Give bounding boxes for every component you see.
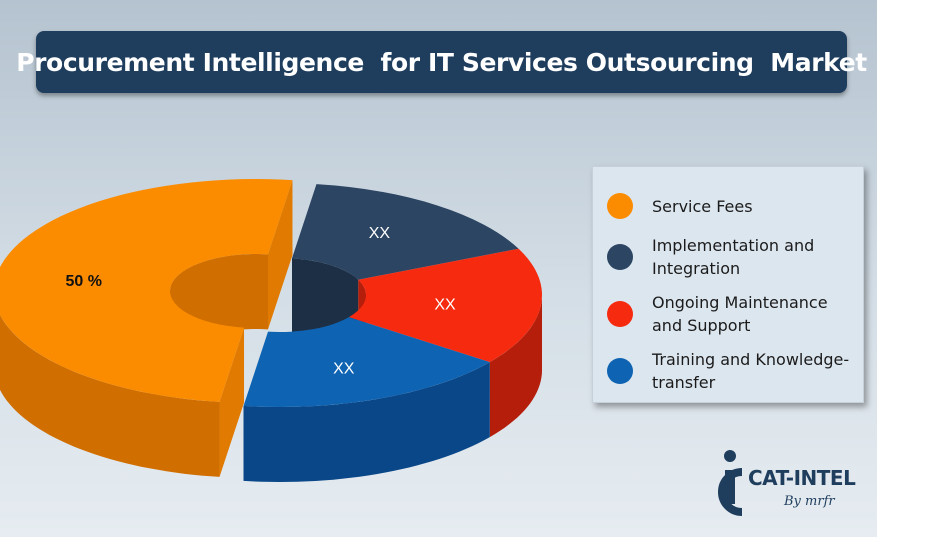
legend-label: Training and Knowledge-transfer bbox=[652, 350, 850, 392]
legend-item-training: Training and Knowledge-transfer bbox=[607, 348, 857, 394]
legend-item-service-fees: Service Fees bbox=[607, 193, 857, 219]
logo-tagline: By mrfr bbox=[784, 494, 835, 509]
legend-item-maintenance: Ongoing Maintenance and Support bbox=[607, 291, 857, 337]
legend-label: Ongoing Maintenance and Support bbox=[652, 293, 828, 335]
logo-name: CAT-INTEL bbox=[748, 466, 856, 490]
outer-wall-training bbox=[243, 362, 490, 482]
data-label-maintenance: XX bbox=[434, 297, 456, 314]
legend-marker-implementation bbox=[607, 244, 633, 270]
slice-implementation bbox=[291, 184, 519, 280]
cut-face-1 bbox=[267, 180, 293, 330]
legend-marker-training bbox=[607, 358, 633, 384]
title-bar: Procurement Intelligence for IT Services… bbox=[16, 31, 867, 93]
data-label-training: XX bbox=[333, 361, 355, 378]
legend-marker-maintenance bbox=[607, 301, 633, 327]
legend-label: Service Fees bbox=[652, 196, 753, 216]
slice-service-fees bbox=[0, 179, 293, 402]
logo-icon bbox=[718, 450, 743, 516]
chart-title: Procurement Intelligence for IT Services… bbox=[16, 47, 867, 77]
cut-face-0 bbox=[219, 327, 245, 477]
cat-intel-logo: CAT-INTEL By mrfr bbox=[708, 446, 868, 526]
outer-wall-service-fees bbox=[0, 314, 220, 477]
legend-item-implementation: Implementation and Integration bbox=[607, 234, 857, 280]
legend-marker-service-fees bbox=[607, 193, 633, 219]
donut-chart: 50 % XX XX XX bbox=[0, 179, 542, 482]
chart-panel: Procurement Intelligence for IT Services… bbox=[0, 0, 877, 537]
slice-training bbox=[243, 317, 490, 407]
slice-maintenance bbox=[348, 248, 542, 363]
outer-wall-maintenance bbox=[489, 295, 542, 438]
legend: Service Fees Implementation and Integrat… bbox=[592, 166, 864, 403]
legend-label: Implementation and Integration bbox=[652, 236, 815, 278]
data-label-implementation: XX bbox=[369, 225, 391, 242]
data-label-service-fees: 50 % bbox=[65, 273, 101, 290]
